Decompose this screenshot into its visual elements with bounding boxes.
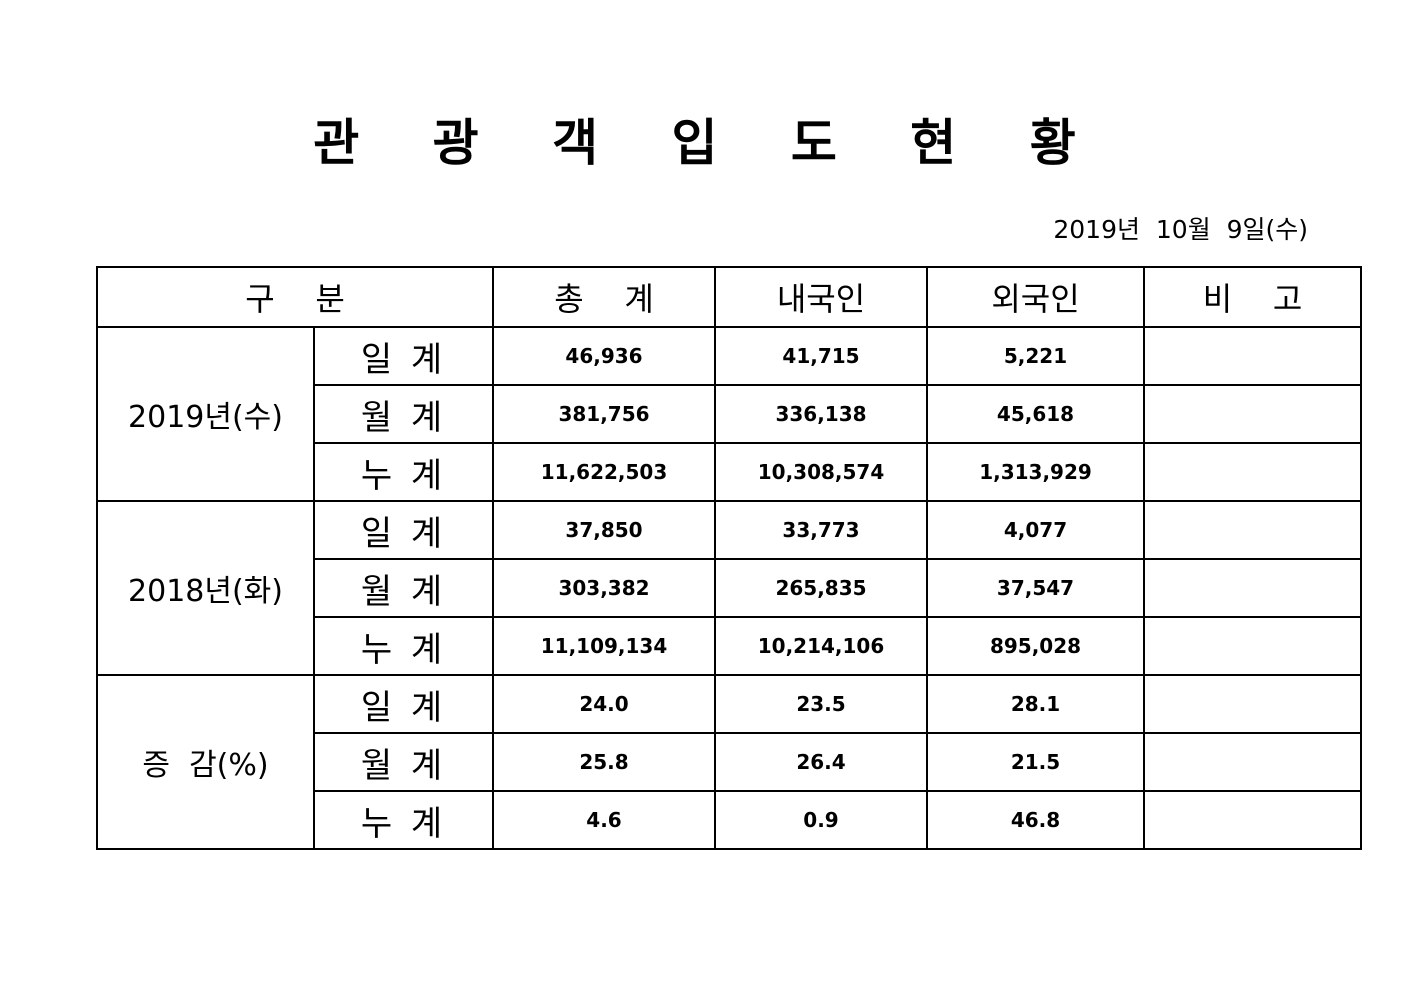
cell-domestic: 265,835	[714, 558, 928, 618]
cell-domestic: 10,214,106	[714, 616, 928, 676]
cell-total: 37,850	[492, 500, 716, 560]
table-row: 월 계 381,756 336,138 45,618	[97, 384, 1362, 444]
header-row: 구 분 총 계 내국인 외국인 비 고	[96, 266, 1362, 328]
cell-foreign: 1,313,929	[926, 442, 1145, 502]
table-row: 누 계 11,109,134 10,214,106 895,028	[97, 616, 1362, 676]
cell-remarks	[1143, 732, 1362, 792]
header-domestic: 내국인	[714, 266, 928, 328]
table-row: 월 계 25.8 26.4 21.5	[97, 732, 1362, 792]
row-label-monthly: 월 계	[313, 558, 494, 618]
header-foreign: 외국인	[926, 266, 1145, 328]
cell-foreign: 45,618	[926, 384, 1145, 444]
cell-domestic: 10,308,574	[714, 442, 928, 502]
report-date: 2019년 10월 9일(수)	[1053, 215, 1308, 244]
header-total: 총 계	[492, 266, 716, 328]
cell-total: 381,756	[492, 384, 716, 444]
cell-remarks	[1143, 500, 1362, 560]
cell-foreign: 4,077	[926, 500, 1145, 560]
cell-remarks	[1143, 616, 1362, 676]
cell-total: 11,622,503	[492, 442, 716, 502]
cell-foreign: 28.1	[926, 674, 1145, 734]
table-row: 누 계 4.6 0.9 46.8	[97, 790, 1362, 850]
row-label-daily: 일 계	[313, 326, 494, 386]
cell-total: 303,382	[492, 558, 716, 618]
cell-total: 11,109,134	[492, 616, 716, 676]
cell-total: 25.8	[492, 732, 716, 792]
cell-domestic: 336,138	[714, 384, 928, 444]
group-label-2019: 2019년(수)	[96, 326, 315, 502]
header-category: 구 분	[96, 266, 494, 328]
group-label-change-percent: 증 감(%)	[96, 674, 315, 850]
table-row: 누 계 11,622,503 10,308,574 1,313,929	[97, 442, 1362, 502]
row-label-cumulative: 누 계	[313, 442, 494, 502]
cell-total: 46,936	[492, 326, 716, 386]
tourist-arrivals-table: 구 분 총 계 내국인 외국인 비 고 2019년(수) 일 계 46,936 …	[96, 266, 1362, 850]
cell-remarks	[1143, 558, 1362, 618]
table-row: 2018년(화) 일 계 37,850 33,773 4,077	[96, 500, 1362, 676]
row-label-monthly: 월 계	[313, 384, 494, 444]
cell-domestic: 0.9	[714, 790, 928, 850]
cell-domestic: 41,715	[714, 326, 928, 386]
cell-domestic: 26.4	[714, 732, 928, 792]
cell-total: 4.6	[492, 790, 716, 850]
table-row: 증 감(%) 일 계 24.0 23.5 28.1	[96, 674, 1362, 850]
page-title: 관 광 객 입 도 현 황	[313, 114, 1104, 172]
row-label-daily: 일 계	[313, 674, 494, 734]
row-label-daily: 일 계	[313, 500, 494, 560]
row-label-monthly: 월 계	[313, 732, 494, 792]
cell-foreign: 895,028	[926, 616, 1145, 676]
cell-remarks	[1143, 384, 1362, 444]
cell-total: 24.0	[492, 674, 716, 734]
cell-foreign: 5,221	[926, 326, 1145, 386]
table-row: 월 계 303,382 265,835 37,547	[97, 558, 1362, 618]
cell-foreign: 37,547	[926, 558, 1145, 618]
cell-domestic: 23.5	[714, 674, 928, 734]
cell-foreign: 21.5	[926, 732, 1145, 792]
table-row: 2019년(수) 일 계 46,936 41,715 5,221	[96, 326, 1362, 502]
header-remarks: 비 고	[1143, 266, 1362, 328]
row-label-cumulative: 누 계	[313, 790, 494, 850]
group-label-2018: 2018년(화)	[96, 500, 315, 676]
cell-remarks	[1143, 674, 1362, 734]
cell-remarks	[1143, 326, 1362, 386]
cell-foreign: 46.8	[926, 790, 1145, 850]
cell-domestic: 33,773	[714, 500, 928, 560]
row-label-cumulative: 누 계	[313, 616, 494, 676]
cell-remarks	[1143, 442, 1362, 502]
cell-remarks	[1143, 790, 1362, 850]
